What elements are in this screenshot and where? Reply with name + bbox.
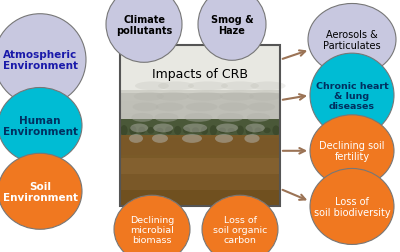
Ellipse shape bbox=[153, 124, 173, 133]
Ellipse shape bbox=[202, 196, 278, 252]
Ellipse shape bbox=[133, 103, 158, 112]
Ellipse shape bbox=[138, 127, 146, 135]
Ellipse shape bbox=[183, 124, 207, 133]
Text: Chronic heart
& lung
diseases: Chronic heart & lung diseases bbox=[316, 81, 388, 110]
Text: Atmospheric
Environment: Atmospheric Environment bbox=[2, 50, 78, 71]
Bar bbox=[120, 94, 280, 123]
Text: Declining
microbial
biomass: Declining microbial biomass bbox=[130, 215, 174, 244]
Ellipse shape bbox=[0, 88, 82, 164]
Text: Declining soil
fertility: Declining soil fertility bbox=[319, 141, 385, 162]
Bar bbox=[120, 45, 280, 207]
Ellipse shape bbox=[129, 128, 136, 134]
Ellipse shape bbox=[244, 135, 260, 143]
Ellipse shape bbox=[0, 154, 82, 229]
Ellipse shape bbox=[114, 196, 190, 252]
Ellipse shape bbox=[220, 92, 254, 101]
Ellipse shape bbox=[135, 82, 169, 91]
Ellipse shape bbox=[272, 128, 280, 134]
Bar bbox=[120, 45, 280, 102]
Ellipse shape bbox=[237, 126, 244, 136]
Text: Aerosols &
Particulates: Aerosols & Particulates bbox=[323, 30, 381, 51]
Text: Smog &
Haze: Smog & Haze bbox=[211, 15, 253, 36]
Ellipse shape bbox=[188, 82, 228, 91]
Bar bbox=[120, 119, 280, 136]
Ellipse shape bbox=[219, 128, 226, 133]
Text: Loss of
soil biodiversity: Loss of soil biodiversity bbox=[314, 196, 390, 217]
Ellipse shape bbox=[120, 128, 128, 133]
Ellipse shape bbox=[215, 135, 233, 143]
Ellipse shape bbox=[131, 113, 154, 122]
Bar bbox=[120, 45, 280, 139]
Text: Soil
Environment: Soil Environment bbox=[2, 181, 78, 202]
Ellipse shape bbox=[147, 126, 154, 136]
Ellipse shape bbox=[264, 127, 271, 135]
Ellipse shape bbox=[310, 115, 394, 187]
Ellipse shape bbox=[192, 128, 199, 134]
Ellipse shape bbox=[187, 92, 223, 101]
Ellipse shape bbox=[174, 128, 181, 133]
Text: Climate
pollutants: Climate pollutants bbox=[116, 15, 172, 36]
Ellipse shape bbox=[221, 82, 259, 91]
Ellipse shape bbox=[158, 82, 194, 91]
Ellipse shape bbox=[246, 127, 253, 135]
Bar bbox=[120, 136, 280, 207]
Ellipse shape bbox=[254, 128, 262, 134]
Ellipse shape bbox=[216, 124, 238, 133]
Ellipse shape bbox=[249, 92, 280, 101]
Ellipse shape bbox=[130, 124, 148, 133]
Ellipse shape bbox=[182, 135, 202, 143]
Ellipse shape bbox=[134, 92, 164, 101]
Ellipse shape bbox=[201, 126, 208, 135]
Ellipse shape bbox=[154, 113, 178, 122]
Ellipse shape bbox=[310, 54, 394, 138]
Ellipse shape bbox=[248, 103, 275, 112]
Bar bbox=[120, 139, 280, 155]
Ellipse shape bbox=[218, 113, 244, 122]
Text: Impacts of CRB: Impacts of CRB bbox=[144, 68, 256, 81]
Ellipse shape bbox=[246, 124, 265, 133]
Ellipse shape bbox=[186, 103, 218, 112]
Ellipse shape bbox=[308, 5, 396, 76]
Ellipse shape bbox=[157, 92, 189, 101]
Ellipse shape bbox=[247, 113, 270, 122]
Ellipse shape bbox=[228, 128, 235, 134]
Ellipse shape bbox=[250, 82, 286, 91]
Ellipse shape bbox=[156, 127, 163, 134]
Bar bbox=[120, 90, 280, 113]
Ellipse shape bbox=[210, 128, 217, 134]
Bar bbox=[120, 191, 280, 207]
Ellipse shape bbox=[198, 0, 266, 61]
Ellipse shape bbox=[156, 103, 184, 112]
Ellipse shape bbox=[183, 126, 190, 136]
Ellipse shape bbox=[152, 135, 168, 143]
Bar bbox=[120, 158, 280, 174]
Ellipse shape bbox=[184, 113, 212, 122]
Text: Loss of
soil organic
carbon: Loss of soil organic carbon bbox=[213, 215, 267, 244]
Bar bbox=[120, 174, 280, 191]
Ellipse shape bbox=[310, 169, 394, 244]
Ellipse shape bbox=[129, 135, 143, 143]
Ellipse shape bbox=[0, 15, 86, 106]
Ellipse shape bbox=[219, 103, 249, 112]
Ellipse shape bbox=[165, 128, 172, 134]
Text: Human
Environment: Human Environment bbox=[2, 115, 78, 137]
Ellipse shape bbox=[106, 0, 182, 63]
